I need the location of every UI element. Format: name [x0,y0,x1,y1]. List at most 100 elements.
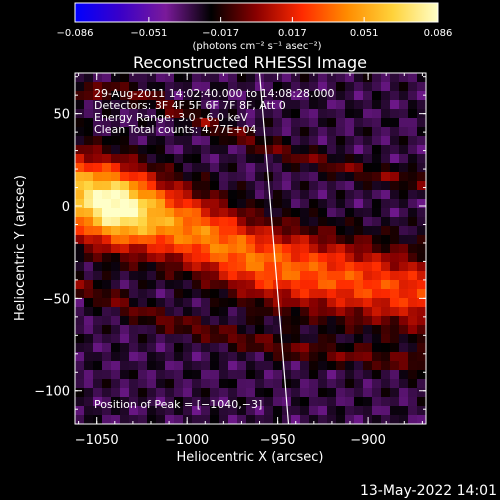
heatmap-cell [165,379,175,389]
heatmap-cell [120,199,130,209]
heatmap-cell [372,91,382,101]
heatmap-cell [390,280,400,290]
heatmap-cell [210,289,220,299]
heatmap-cell [102,127,112,137]
heatmap-cell [246,262,256,272]
heatmap-cell [417,226,426,236]
heatmap-cell [129,235,139,245]
heatmap-cell [147,406,157,416]
heatmap-cell [93,388,103,398]
heatmap-cell [219,415,229,424]
heatmap-cell [93,334,103,344]
heatmap-cell [408,244,418,254]
heatmap-cell [210,316,220,326]
heatmap-cell [363,379,373,389]
heatmap-cell [399,316,409,326]
heatmap-cell [273,82,283,92]
heatmap-cell [84,343,94,353]
heatmap-cell [255,235,265,245]
heatmap-cell [156,361,166,371]
heatmap-cell [165,118,175,128]
heatmap-cell [246,127,256,137]
heatmap-cell [192,109,202,119]
heatmap-cell [102,388,112,398]
heatmap-cell [228,316,238,326]
heatmap-cell [408,127,418,137]
heatmap-cell [174,262,184,272]
heatmap-cell [273,262,283,272]
heatmap-cell [399,352,409,362]
heatmap-cell [156,217,166,227]
heatmap-cell [363,190,373,200]
heatmap-cell [228,307,238,317]
heatmap-cell [354,109,364,119]
heatmap-cell [192,91,202,101]
heatmap-cell [201,136,211,146]
heatmap-cell [399,127,409,137]
heatmap-cell [354,316,364,326]
heatmap-cell [192,397,202,407]
heatmap-cell [156,73,166,83]
heatmap-cell [381,109,391,119]
heatmap-cell [264,199,274,209]
heatmap-cell [345,154,355,164]
heatmap-cell [309,343,319,353]
heatmap-cell [183,253,193,263]
heatmap-cell [111,91,121,101]
heatmap-cell [156,118,166,128]
heatmap-cell [210,127,220,137]
heatmap-cell [201,298,211,308]
heatmap-cell [408,280,418,290]
heatmap-cell [345,325,355,335]
heatmap-cell [147,370,157,380]
heatmap-cell [264,415,274,424]
heatmap-cell [129,127,139,137]
heatmap-cell [201,199,211,209]
heatmap-cell [255,307,265,317]
heatmap-cell [84,235,94,245]
heatmap-cell [264,343,274,353]
heatmap-cell [300,226,310,236]
heatmap-cell [264,361,274,371]
heatmap-cell [354,226,364,236]
heatmap-cell [291,307,301,317]
heatmap-cell [156,280,166,290]
heatmap-cell [363,181,373,191]
heatmap-cell [246,163,256,173]
heatmap-cell [75,118,85,128]
heatmap-cell [390,190,400,200]
heatmap-cell [210,91,220,101]
heatmap-cell [93,136,103,146]
heatmap-cell [111,217,121,227]
heatmap-cell [111,334,121,344]
heatmap-cell [147,199,157,209]
heatmap-cell [318,73,328,83]
heatmap-cell [264,73,274,83]
heatmap-cell [156,154,166,164]
heatmap-cell [102,379,112,389]
heatmap-cell [156,253,166,263]
heatmap-cell [129,361,139,371]
heatmap-cell [93,109,103,119]
heatmap-cell [381,163,391,173]
colorbar-tick-label: 0.086 [424,28,453,39]
heatmap-cell [75,208,85,218]
heatmap-cell [201,100,211,110]
heatmap-cell [138,361,148,371]
heatmap-cell [390,343,400,353]
heatmap-cell [408,253,418,263]
heatmap-cell [192,217,202,227]
heatmap-cell [210,415,220,424]
heatmap-cell [246,235,256,245]
heatmap-cell [408,163,418,173]
heatmap-cell [147,136,157,146]
heatmap-cell [309,361,319,371]
heatmap-cell [417,127,426,137]
heatmap-cell [183,154,193,164]
heatmap-cell [291,100,301,110]
heatmap-cell [228,226,238,236]
heatmap-cell [75,343,85,353]
heatmap-cell [300,325,310,335]
heatmap-cell [111,109,121,119]
heatmap-cell [327,199,337,209]
